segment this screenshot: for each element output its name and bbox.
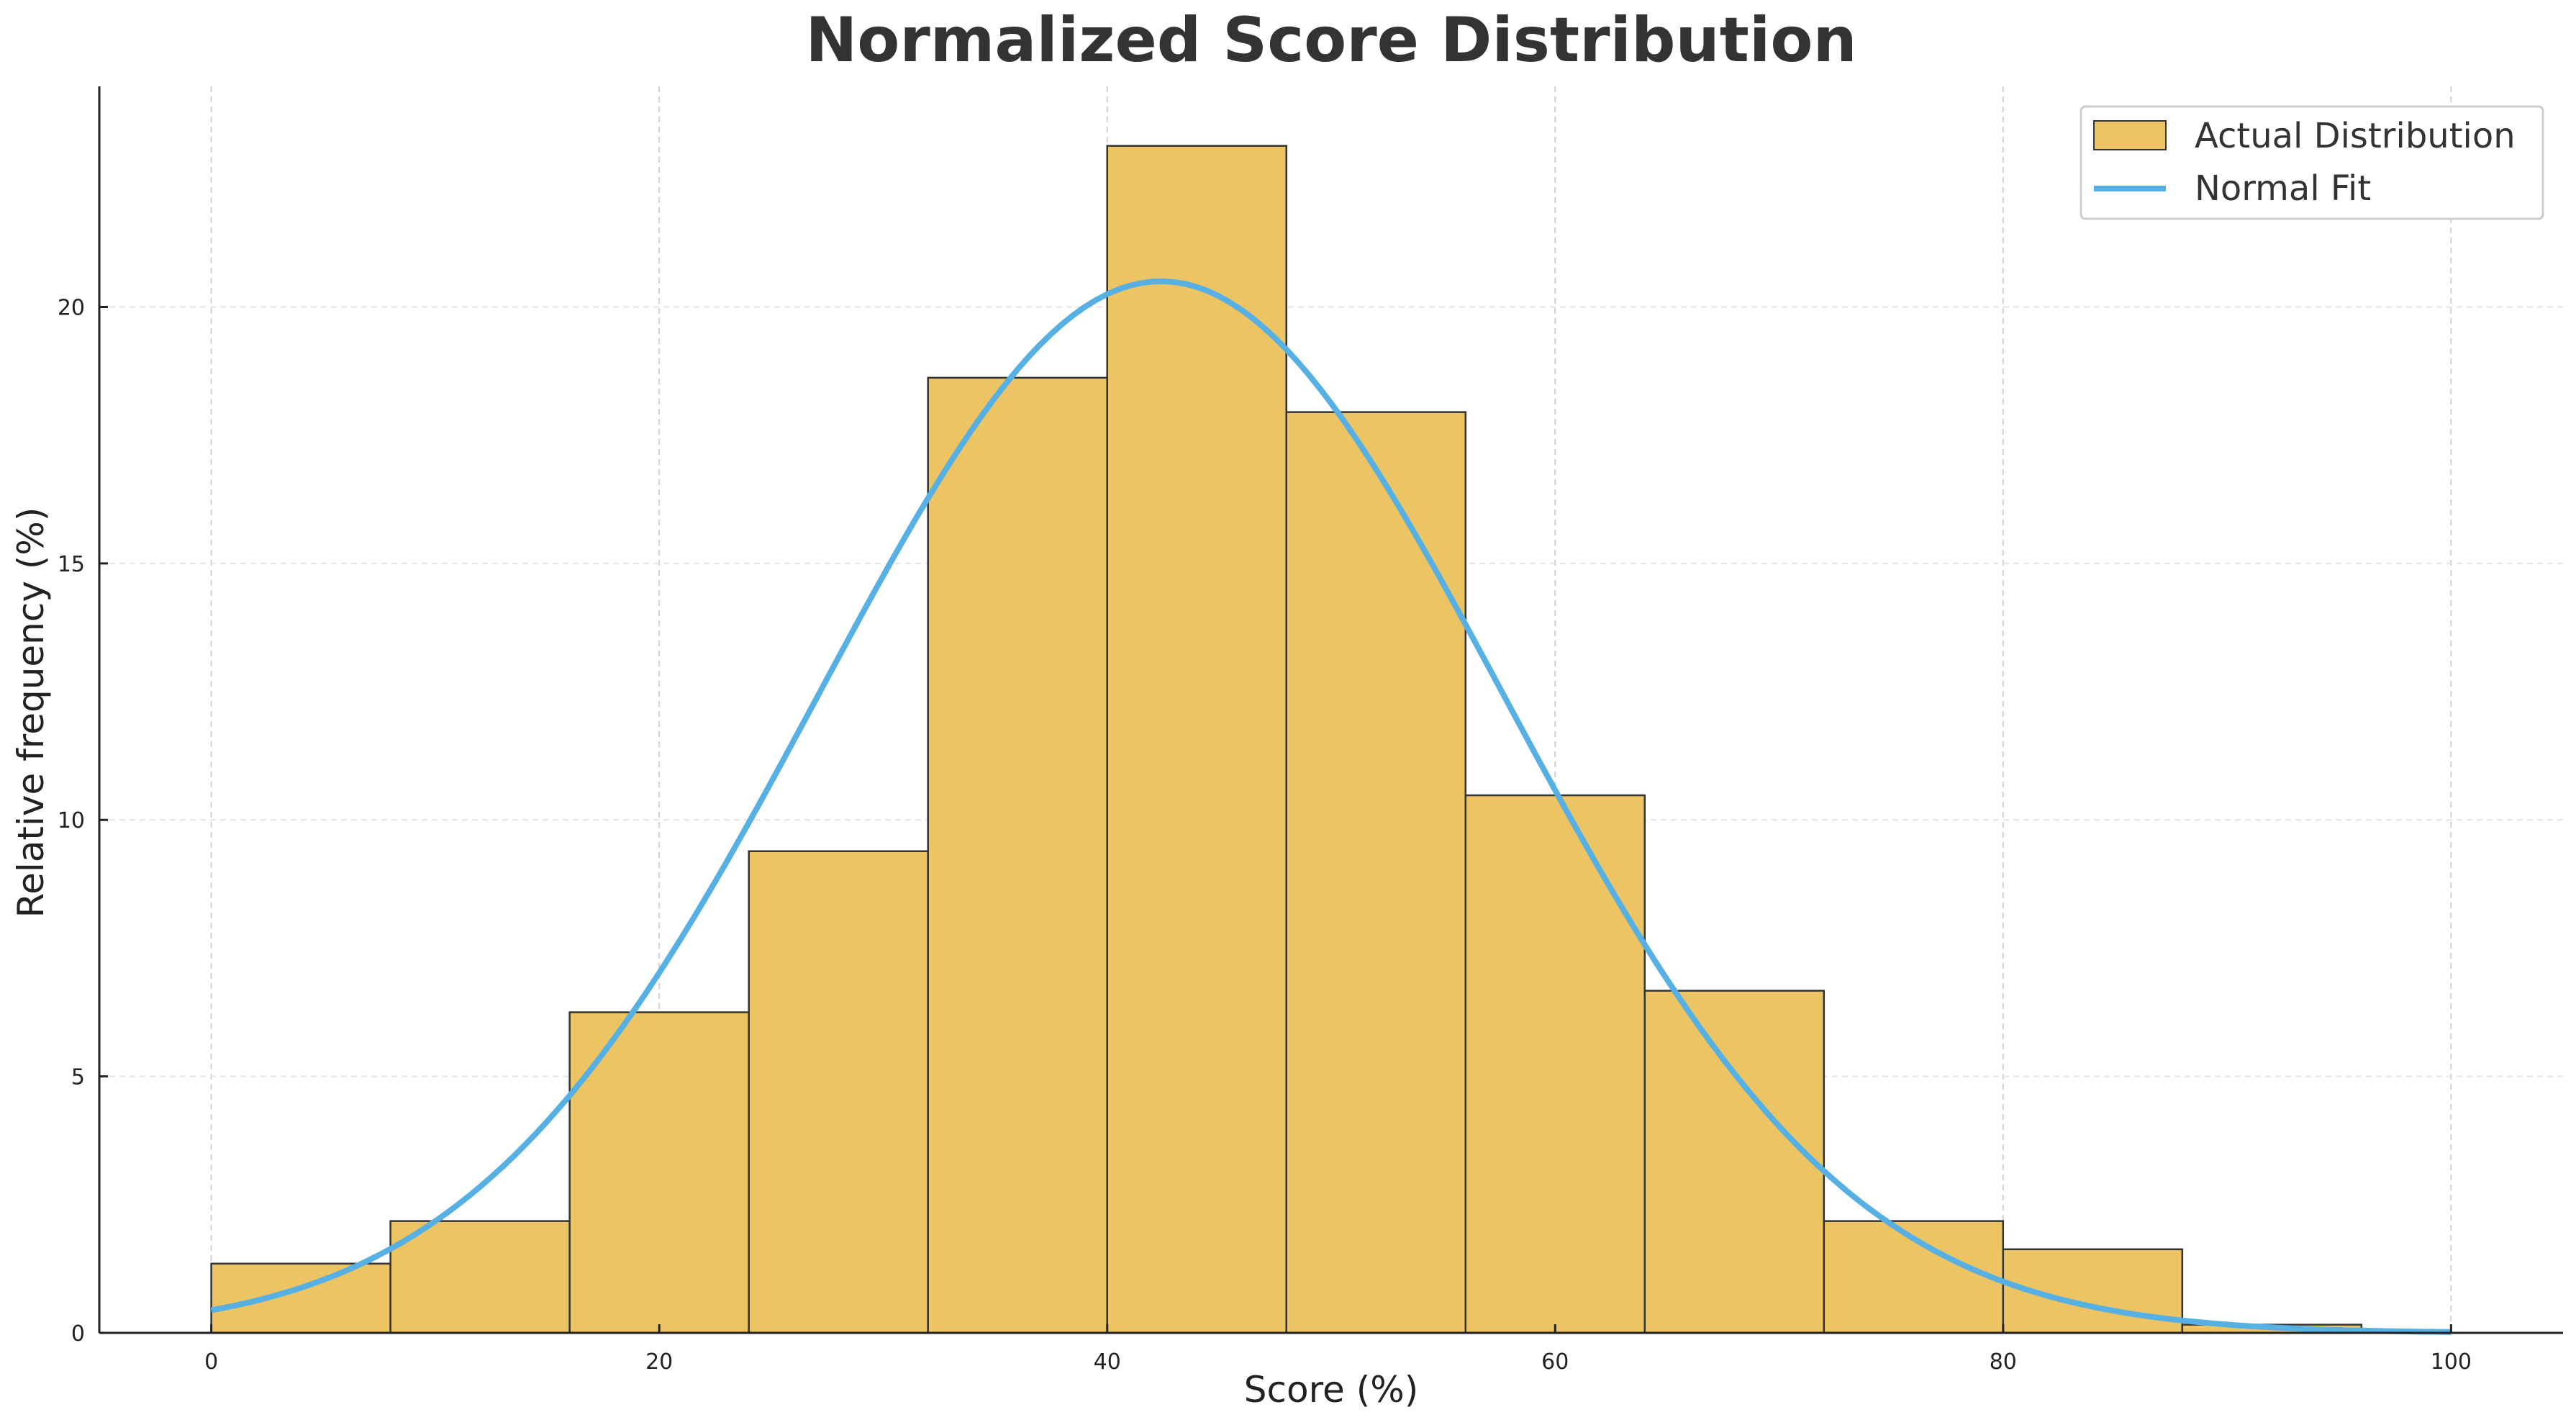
legend: Actual Distribution Normal Fit (2080, 105, 2544, 220)
legend-label-fit: Normal Fit (2195, 168, 2371, 209)
y-tick-label: 5 (71, 1065, 85, 1090)
histogram-bar (1106, 145, 1287, 1334)
normal-fit-curve (210, 278, 2452, 1335)
histogram-bar (1464, 794, 1646, 1334)
chart-title: Normalized Score Distribution (805, 4, 1856, 76)
histogram-bar (748, 850, 929, 1334)
histogram-bar (1643, 990, 1826, 1334)
x-tick-label: 80 (1990, 1349, 2017, 1375)
x-tick-label: 0 (204, 1349, 218, 1375)
histogram-bar (927, 376, 1108, 1334)
x-axis-label: Score (%) (1244, 1369, 1418, 1411)
legend-label-actual: Actual Distribution (2195, 116, 2516, 156)
histogram-bar (1285, 411, 1467, 1334)
histogram-bars (210, 145, 2363, 1334)
legend-swatch-bar (2093, 120, 2167, 150)
axes: 0 20 40 60 80 100 0 5 10 15 20 (58, 86, 2563, 1375)
y-tick-label: 20 (58, 295, 85, 320)
x-tick-label: 40 (1094, 1349, 1121, 1375)
x-tick-label: 20 (645, 1349, 673, 1375)
y-tick-label: 10 (58, 808, 85, 833)
y-tick-label: 15 (58, 552, 85, 577)
y-axis-label: Relative frequency (%) (10, 507, 52, 918)
y-tick-label: 0 (71, 1321, 85, 1347)
histogram-bar (210, 1262, 391, 1334)
x-tick-label: 60 (1541, 1349, 1569, 1375)
histogram-bar (389, 1220, 571, 1334)
x-tick-label: 100 (2431, 1349, 2472, 1375)
histogram-bar (568, 1011, 750, 1334)
